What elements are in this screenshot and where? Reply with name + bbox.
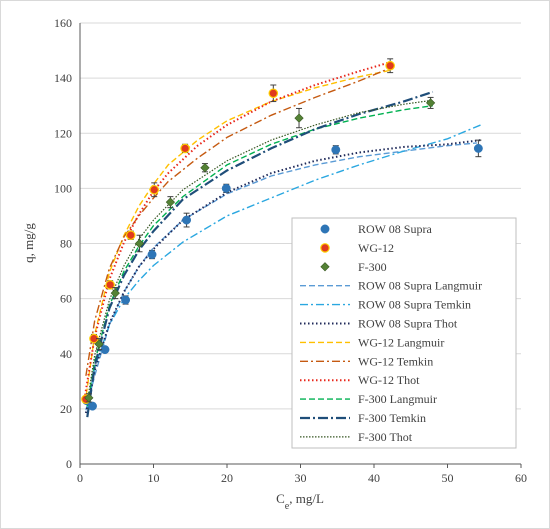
legend-label-f-300-temkin: F-300 Temkin [358, 411, 426, 425]
row-08-supra-langmuir-curve [85, 142, 477, 411]
x-tick-label: 10 [148, 471, 160, 485]
legend-marker-row-08-supra [320, 224, 330, 234]
legend-label-row-08-supra-langmuir: ROW 08 Supra Langmuir [358, 279, 482, 293]
wg-12-thot-curve [84, 60, 393, 396]
wg-12-point [180, 143, 190, 154]
x-tick-label: 40 [368, 471, 380, 485]
f-300-point [200, 163, 210, 173]
y-axis-label: q, mg/g [21, 223, 36, 263]
y-tick-label: 80 [60, 237, 72, 251]
wg-12-langmuir-curve [84, 69, 393, 404]
legend-label-f-300-thot: F-300 Thot [358, 430, 413, 444]
legend-label-f-300-langmuir: F-300 Langmuir [358, 392, 437, 406]
x-axis-label: Ce, mg/L [276, 491, 324, 512]
row-08-supra-point [182, 215, 192, 225]
y-tick-labels: 0 20 40 60 80 100 120 140 160 [54, 16, 72, 471]
y-tick-label: 40 [60, 347, 72, 361]
f-300-thot-curve [86, 99, 433, 403]
row-08-supra-point [221, 183, 231, 193]
legend-label-wg-12: WG-12 [358, 241, 394, 255]
f-300-temkin-curve [86, 90, 434, 418]
wg-12-temkin-curve [85, 66, 393, 376]
legend-label-wg-12-temkin: WG-12 Temkin [358, 354, 433, 368]
y-tick-label: 160 [54, 16, 72, 30]
row-08-supra-point [147, 250, 157, 259]
x-tick-label: 60 [515, 471, 527, 485]
wg-12-point [105, 280, 115, 290]
legend-label-wg-12-langmuir: WG-12 Langmuir [358, 335, 444, 349]
wg-12-point [268, 88, 279, 99]
legend-label-f-300: F-300 [358, 260, 387, 274]
legend-label-wg-12-thot: WG-12 Thot [358, 373, 420, 387]
f-300-point [110, 288, 120, 298]
y-tick-label: 100 [54, 181, 72, 195]
y-tick-label: 140 [54, 71, 72, 85]
x-tick-label: 30 [295, 471, 307, 485]
x-tick-label: 50 [442, 471, 454, 485]
f-300-point [134, 238, 145, 249]
legend-label-row-08-supra-temkin: ROW 08 Supra Temkin [358, 298, 471, 312]
f-300-point [94, 339, 104, 349]
y-tick-label: 20 [60, 402, 72, 416]
y-tick-label: 60 [60, 292, 72, 306]
fit-curves [84, 60, 481, 418]
data-points [81, 58, 483, 411]
f-300-point [84, 393, 94, 403]
legend-label-row-08-supra: ROW 08 Supra [358, 222, 432, 236]
row-08-supra-thot-curve [84, 139, 481, 414]
y-tick-label: 120 [54, 126, 72, 140]
legend-box [291, 217, 517, 449]
f-300-langmuir-curve [86, 105, 433, 407]
x-tick-labels: 0 10 20 30 40 50 60 [77, 464, 527, 485]
wg-12-point [125, 230, 136, 241]
row-08-supra-point [473, 143, 483, 153]
legend-marker-f-300 [320, 262, 330, 272]
f-300-point [165, 197, 176, 207]
row-08-supra-point [331, 145, 341, 155]
row-08-supra-point [88, 401, 97, 411]
legend: ROW 08 Supra WG-12 F-300 ROW 08 Supra Langm… [291, 217, 517, 449]
x-tick-label: 20 [221, 471, 233, 485]
legend-marker-wg-12 [320, 243, 330, 253]
row-08-supra-point [121, 295, 131, 305]
wg-12-point [149, 184, 160, 195]
f-300-point [425, 98, 436, 108]
x-tick-label: 0 [77, 471, 83, 485]
f-300-point [294, 113, 304, 123]
legend-label-row-08-supra-thot: ROW 08 Supra Thot [358, 317, 458, 331]
y-tick-label: 0 [66, 457, 72, 471]
wg-12-point [385, 60, 395, 71]
